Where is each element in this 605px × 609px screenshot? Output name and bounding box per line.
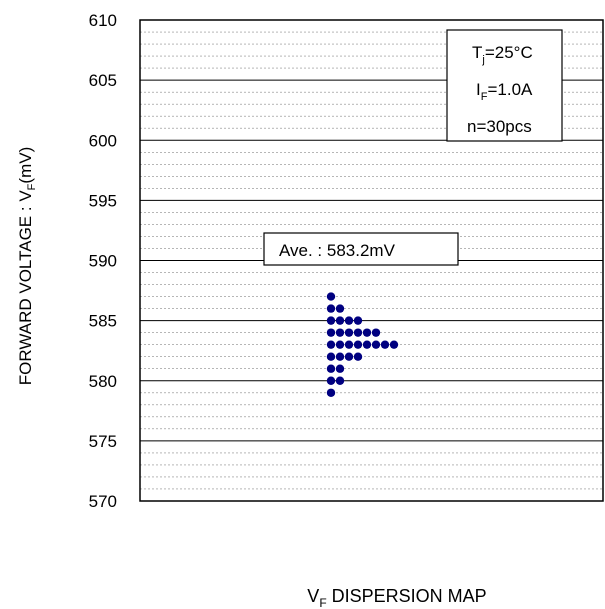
data-point (344, 352, 354, 361)
data-point (326, 328, 336, 337)
data-point (380, 340, 390, 349)
data-point (344, 328, 354, 337)
conditions-box: Tj=25°C IF=1.0A n=30pcs (446, 29, 563, 142)
data-point (344, 340, 354, 349)
data-point (353, 340, 363, 349)
data-point (353, 328, 363, 337)
y-tick-label: 610 (89, 11, 117, 30)
data-point (371, 340, 381, 349)
data-point (353, 316, 363, 325)
y-tick-label: 605 (89, 71, 117, 90)
data-point (362, 340, 372, 349)
data-point (389, 340, 399, 349)
data-point (335, 316, 345, 325)
data-point (335, 340, 345, 349)
plot-area (139, 19, 604, 502)
condition-if: IF=1.0A (476, 80, 533, 103)
data-point (335, 304, 345, 313)
data-point (335, 328, 345, 337)
x-axis-label: VF DISPERSION MAP (307, 586, 486, 609)
data-point (326, 364, 336, 373)
condition-tj: Tj=25°C (472, 43, 533, 66)
data-point (326, 376, 336, 385)
data-point (326, 352, 336, 361)
data-point (326, 340, 336, 349)
data-point (344, 316, 354, 325)
y-axis-label: FORWARD VOLTAGE : VF(mV) (16, 147, 38, 385)
data-point (335, 352, 345, 361)
condition-n: n=30pcs (467, 117, 532, 136)
data-point (362, 328, 372, 337)
data-point (335, 364, 345, 373)
data-point (335, 376, 345, 385)
data-points (326, 292, 399, 397)
y-tick-label: 585 (89, 312, 117, 331)
y-tick-label: 590 (89, 252, 117, 271)
average-box: Ave. : 583.2mV (263, 232, 459, 266)
data-point (326, 316, 336, 325)
y-tick-label: 595 (89, 191, 117, 210)
y-tick-label: 570 (89, 492, 117, 511)
data-point (326, 304, 336, 313)
y-tick-label: 580 (89, 372, 117, 391)
data-point (371, 328, 381, 337)
y-tick-label: 575 (89, 432, 117, 451)
data-point (326, 292, 336, 301)
data-point (326, 388, 336, 397)
average-label: Ave. : 583.2mV (279, 241, 396, 260)
y-tick-label: 600 (89, 131, 117, 150)
data-point (353, 352, 363, 361)
y-tick-labels: 570 575 580 585 590 595 600 605 610 (89, 11, 117, 511)
